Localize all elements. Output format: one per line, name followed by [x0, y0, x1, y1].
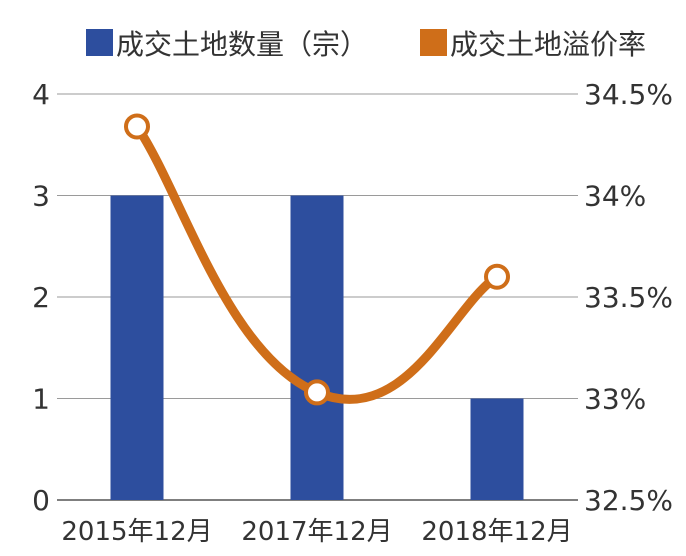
line-point	[304, 379, 330, 406]
left-tick-label: 1	[32, 383, 50, 416]
left-tick-label: 2	[32, 281, 50, 314]
category-label: 2018年12月	[421, 517, 572, 547]
left-tick-label: 0	[32, 484, 50, 517]
bar	[290, 195, 344, 500]
line-point	[484, 263, 510, 290]
right-tick-label: 33%	[584, 383, 646, 416]
line-point	[124, 113, 150, 140]
right-tick-label: 34%	[584, 180, 646, 213]
left-tick-label: 3	[32, 180, 50, 213]
legend: 成交土地数量（宗） 成交土地溢价率	[86, 28, 646, 61]
legend-label-line: 成交土地溢价率	[450, 28, 646, 61]
bar-series	[110, 195, 524, 500]
line-series	[124, 113, 510, 406]
legend-label-bar: 成交土地数量（宗）	[116, 28, 368, 61]
category-label: 2017年12月	[241, 517, 392, 547]
bar	[470, 398, 524, 500]
x-axis: 2015年12月 2017年12月 2018年12月	[61, 517, 572, 547]
right-tick-label: 32.5%	[584, 484, 673, 517]
left-tick-label: 4	[32, 78, 50, 111]
left-axis: 0 1 2 3 4	[32, 78, 50, 517]
category-label: 2015年12月	[61, 517, 212, 547]
legend-swatch-line	[420, 29, 447, 56]
right-tick-label: 34.5%	[584, 78, 673, 111]
bar	[110, 195, 164, 500]
right-tick-label: 33.5%	[584, 281, 673, 314]
right-axis: 32.5% 33% 33.5% 34% 34.5%	[584, 78, 673, 517]
legend-swatch-bar	[86, 29, 113, 56]
